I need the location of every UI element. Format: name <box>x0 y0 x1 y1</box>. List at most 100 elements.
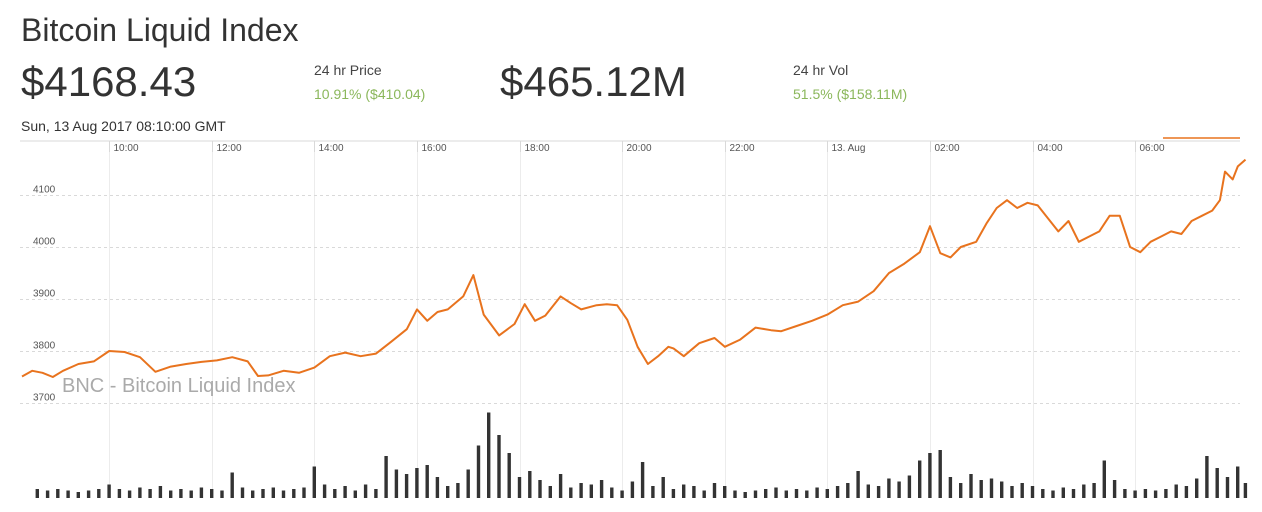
volume-bar[interactable] <box>261 489 265 498</box>
volume-bar[interactable] <box>702 490 706 499</box>
volume-bar[interactable] <box>712 483 717 498</box>
volume-bar[interactable] <box>384 456 388 498</box>
volume-bar[interactable] <box>774 487 778 499</box>
volume-bar[interactable] <box>1205 456 1209 498</box>
volume-bar[interactable] <box>374 489 378 498</box>
volume-bar[interactable] <box>1225 477 1230 498</box>
volume-bar[interactable] <box>1243 483 1248 498</box>
volume-bar[interactable] <box>302 487 306 499</box>
price-line[interactable] <box>21 158 1247 378</box>
volume-bar[interactable] <box>425 465 429 498</box>
volume-bar[interactable] <box>210 489 214 498</box>
volume-bar[interactable] <box>928 453 932 498</box>
volume-bar[interactable] <box>1071 489 1076 498</box>
volume-bar[interactable] <box>107 484 111 499</box>
volume-bar[interactable] <box>466 469 470 499</box>
volume-bar[interactable] <box>251 490 255 499</box>
volume-bar[interactable] <box>1000 481 1004 499</box>
volume-bar[interactable] <box>169 490 173 499</box>
volume-bar[interactable] <box>199 487 204 499</box>
volume-bar[interactable] <box>404 474 409 498</box>
volume-bar[interactable] <box>1102 460 1106 499</box>
volume-bar[interactable] <box>1174 484 1178 499</box>
volume-bar[interactable] <box>1123 489 1127 498</box>
volume-bar[interactable] <box>35 489 39 498</box>
volume-bar[interactable] <box>979 480 983 498</box>
volume-bar[interactable] <box>117 489 122 498</box>
volume-bar[interactable] <box>558 474 563 498</box>
volume-bar[interactable] <box>856 471 860 498</box>
volume-bar[interactable] <box>610 487 614 499</box>
volume-bar[interactable] <box>1030 486 1035 498</box>
volume-bar[interactable] <box>1112 480 1117 498</box>
volume-bar[interactable] <box>599 480 604 498</box>
volume-bar[interactable] <box>640 462 645 498</box>
volume-bar[interactable] <box>661 477 665 498</box>
volume-bar[interactable] <box>866 484 870 499</box>
volume-bar[interactable] <box>989 478 994 499</box>
volume-bar[interactable] <box>322 484 327 499</box>
volume-bar[interactable] <box>271 487 275 499</box>
volume-bar[interactable] <box>589 484 593 499</box>
volume-bar[interactable] <box>682 484 686 499</box>
volume-bar[interactable] <box>784 490 788 499</box>
volume-bar[interactable] <box>630 481 635 499</box>
volume-bar[interactable] <box>538 480 542 498</box>
volume-bar[interactable] <box>1092 483 1096 498</box>
volume-bar[interactable] <box>620 490 624 499</box>
volume-bar[interactable] <box>1143 489 1148 498</box>
volume-bar[interactable] <box>66 490 70 499</box>
volume-bar[interactable] <box>579 483 583 498</box>
volume-bar[interactable] <box>476 445 481 499</box>
volume-bar[interactable] <box>733 490 737 499</box>
volume-bar[interactable] <box>86 490 91 499</box>
volume-bar[interactable] <box>907 475 912 499</box>
volume-bar[interactable] <box>1051 490 1055 499</box>
volume-bar[interactable] <box>876 486 881 498</box>
volume-bar[interactable] <box>1184 486 1189 498</box>
volume-bar[interactable] <box>353 490 357 499</box>
volume-bar[interactable] <box>569 487 573 499</box>
volume-bar[interactable] <box>897 481 901 499</box>
volume-bar[interactable] <box>969 474 973 498</box>
volume-bar[interactable] <box>1153 490 1158 499</box>
volume-bar[interactable] <box>794 489 799 498</box>
volume-bar[interactable] <box>220 490 224 499</box>
volume-bar[interactable] <box>835 486 840 498</box>
volume-bar[interactable] <box>1164 489 1168 498</box>
volume-bar[interactable] <box>456 483 460 498</box>
volume-bar[interactable] <box>127 490 132 499</box>
volume-bar[interactable] <box>1041 489 1045 498</box>
volume-bar[interactable] <box>240 487 245 499</box>
volume-bar[interactable] <box>1195 478 1199 499</box>
volume-bar[interactable] <box>743 492 747 498</box>
volume-bar[interactable] <box>179 489 183 498</box>
volume-bar[interactable] <box>1020 483 1024 498</box>
volume-bar[interactable] <box>548 486 552 498</box>
volume-bar[interactable] <box>415 468 419 498</box>
volume-bar[interactable] <box>517 477 522 498</box>
volume-bar[interactable] <box>148 489 152 498</box>
volume-bar[interactable] <box>1082 484 1086 499</box>
volume-bar[interactable] <box>764 489 768 498</box>
volume-bar[interactable] <box>825 489 829 498</box>
volume-bar[interactable] <box>363 484 368 499</box>
volume-bar[interactable] <box>158 486 163 498</box>
volume-bar[interactable] <box>394 469 399 499</box>
volume-bar[interactable] <box>230 472 234 499</box>
volume-bar[interactable] <box>76 492 80 498</box>
volume-bar[interactable] <box>1236 466 1240 499</box>
volume-bar[interactable] <box>56 489 60 498</box>
volume-bar[interactable] <box>723 486 727 498</box>
volume-bar[interactable] <box>846 483 850 498</box>
volume-bar[interactable] <box>671 489 676 498</box>
volume-bar[interactable] <box>343 486 347 498</box>
volume-bar[interactable] <box>487 412 491 499</box>
volume-bar[interactable] <box>45 490 50 499</box>
volume-bar[interactable] <box>312 466 316 499</box>
volume-bar[interactable] <box>446 486 450 498</box>
volume-bar[interactable] <box>887 478 891 499</box>
volume-bar[interactable] <box>805 490 809 499</box>
volume-bar[interactable] <box>435 477 440 498</box>
volume-bar[interactable] <box>938 450 942 498</box>
